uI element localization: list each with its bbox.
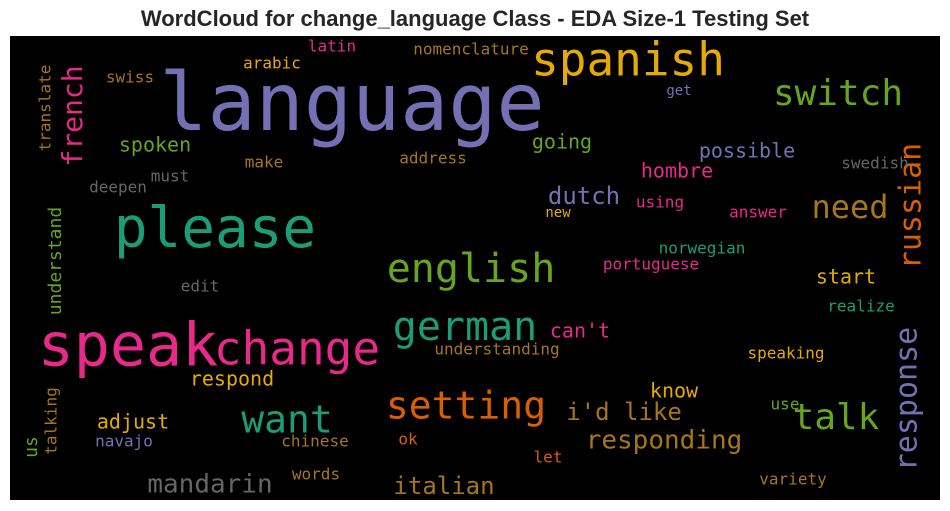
word-navajo: navajo [95, 432, 153, 451]
word-cloud: language spanish switch please speak change en… [10, 36, 940, 500]
word-edit: edit [181, 277, 220, 296]
word-talk: talk [793, 397, 880, 438]
word-nomenclature: nomenclature [413, 40, 529, 59]
word-us: us [21, 436, 42, 458]
word-must: must [151, 167, 190, 186]
word-words: words [292, 465, 340, 484]
word-language: language [159, 56, 544, 149]
word-can-t: can't [550, 319, 610, 343]
word-talking: talking [42, 387, 61, 454]
word-change: change [214, 322, 380, 376]
word-using: using [636, 193, 684, 212]
word-use: use [771, 395, 800, 414]
word-mandarin: mandarin [147, 470, 272, 500]
word-respond: respond [190, 367, 274, 391]
chart-title: WordCloud for change_language Class - ED… [140, 6, 810, 31]
word-i-d-like: i'd like [566, 398, 682, 426]
word-translate: translate [36, 65, 55, 152]
word-responding: responding [586, 426, 743, 456]
word-need: need [811, 188, 888, 226]
word-swiss: swiss [106, 68, 154, 87]
word-chinese: chinese [281, 432, 348, 451]
word-understanding: understanding [434, 340, 559, 359]
word-spanish: spanish [531, 36, 725, 87]
word-french: french [56, 65, 89, 166]
word-adjust: adjust [97, 410, 169, 434]
word-make: make [245, 153, 284, 172]
word-english: english [387, 246, 556, 292]
word-going: going [532, 130, 592, 154]
word-possible: possible [699, 139, 795, 163]
word-latin: latin [308, 37, 356, 56]
word-german: german [393, 304, 538, 350]
word-understand: understand [45, 207, 66, 315]
word-norwegian: norwegian [659, 239, 746, 258]
word-want: want [241, 398, 333, 442]
word-response: response [890, 327, 925, 472]
word-swedish: swedish [841, 154, 908, 173]
word-answer: answer [729, 203, 787, 222]
word-new: new [545, 205, 571, 221]
word-spoken: spoken [119, 133, 191, 157]
word-get: get [666, 83, 691, 99]
word-know: know [650, 379, 699, 403]
word-italian: italian [393, 472, 494, 500]
word-russian: russian [894, 143, 929, 269]
word-realize: realize [827, 297, 894, 316]
word-please: please [114, 196, 316, 261]
word-setting: setting [386, 384, 546, 428]
word-switch: switch [773, 73, 903, 114]
word-let: let [534, 448, 563, 467]
word-hombre: hombre [641, 159, 713, 183]
word-address: address [399, 149, 466, 168]
word-speaking: speaking [747, 344, 824, 363]
word-deepen: deepen [89, 178, 147, 197]
word-start: start [816, 265, 876, 289]
word-portuguese: portuguese [603, 255, 699, 274]
word-arabic: arabic [243, 54, 301, 73]
word-ok: ok [398, 430, 418, 449]
word-variety: variety [759, 470, 827, 489]
word-speak: speak [38, 311, 219, 381]
word-dutch: dutch [548, 182, 620, 210]
